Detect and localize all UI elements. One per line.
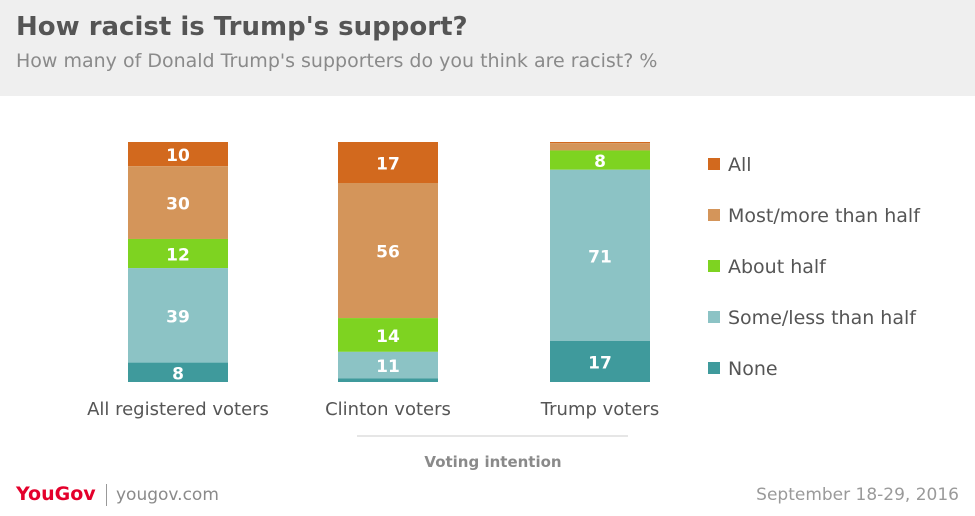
bar-segment-all-registered-voters-about-half (128, 238, 228, 269)
bar-segment-trump-voters-about-half (550, 150, 650, 170)
data-label: 12 (166, 246, 190, 266)
category-label: Trump voters (540, 399, 659, 420)
data-label: 17 (376, 155, 400, 175)
chart-subtitle: How many of Donald Trump's supporters do… (16, 50, 658, 72)
data-label: 11 (376, 357, 400, 377)
data-label: 8 (594, 152, 606, 172)
data-label: 14 (376, 327, 400, 347)
bar-segment-clinton-voters-most-more-than-half (338, 183, 438, 319)
survey-date: September 18-29, 2016 (756, 485, 959, 505)
bar-segment-all-registered-voters-some-less-than-half (128, 268, 228, 363)
bar-segment-trump-voters-none (550, 340, 650, 382)
data-label: 71 (588, 247, 612, 267)
bar-segment-clinton-voters-all (338, 142, 438, 184)
bar-segment-all-registered-voters-all (128, 142, 228, 167)
category-label: Clinton voters (325, 399, 451, 420)
legend-swatch-some-less-than-half (708, 311, 720, 323)
bar-segment-clinton-voters-about-half (338, 318, 438, 352)
chart-title: How racist is Trump's support? (16, 12, 468, 42)
bar-segment-all-registered-voters-most-more-than-half (128, 166, 228, 239)
footer-divider (106, 484, 107, 506)
legend-label-none: None (728, 358, 778, 380)
bar-segment-trump-voters-most-more-than-half (550, 143, 650, 151)
bar-segment-clinton-voters-none (338, 378, 438, 382)
legend-label-all: All (728, 154, 752, 176)
legend-swatch-none (708, 362, 720, 374)
chart-header: How racist is Trump's support? How many … (0, 0, 975, 96)
footer-site-link[interactable]: yougov.com (116, 485, 219, 505)
bar-segment-clinton-voters-some-less-than-half (338, 351, 438, 379)
data-label: 39 (166, 307, 190, 327)
legend-swatch-most-more-than-half (708, 209, 720, 221)
yougov-logo: YouGov (16, 483, 96, 505)
bar-segment-all-registered-voters-none (128, 362, 228, 382)
legend-label-most-more-than-half: Most/more than half (728, 205, 921, 227)
legend-swatch-all (708, 158, 720, 170)
bar-segment-trump-voters-some-less-than-half (550, 169, 650, 341)
data-label: 30 (166, 195, 190, 215)
bar-segment-trump-voters-all (550, 142, 650, 144)
data-label: 17 (588, 353, 612, 373)
data-label: 10 (166, 146, 190, 166)
x-axis-label: Voting intention (424, 453, 561, 471)
data-label: 8 (172, 364, 184, 384)
data-label: 56 (376, 243, 400, 263)
legend-label-about-half: About half (728, 256, 827, 278)
category-label: All registered voters (87, 399, 269, 420)
legend-label-some-less-than-half: Some/less than half (728, 307, 917, 329)
legend-swatch-about-half (708, 260, 720, 272)
